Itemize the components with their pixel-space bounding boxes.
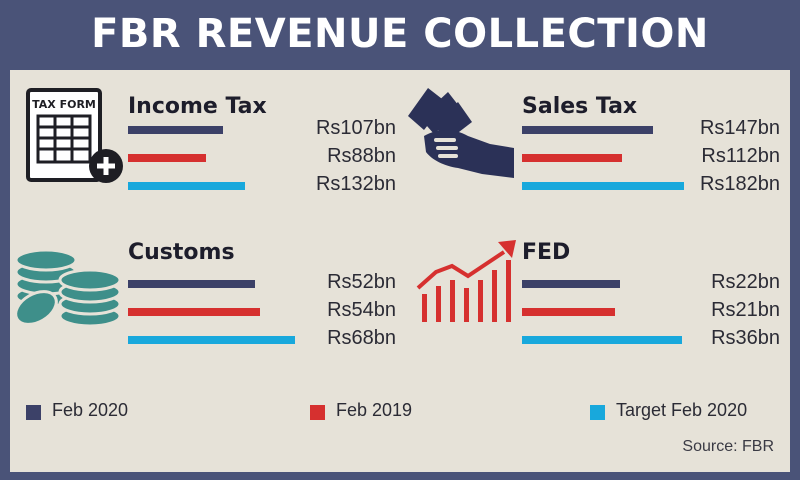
value-label-fed-target: Rs36bn [711,327,780,349]
value-label-fed-feb2019: Rs21bn [711,299,780,321]
chart-panel: TAX FORM [10,70,790,472]
bar-fed-target [522,336,683,344]
legend-label-feb2020: Feb 2020 [52,400,129,420]
coin-stack-icon [14,248,122,328]
value-label-income-tax-feb2020: Rs107bn [315,117,396,139]
category-title-fed: FED [522,240,571,265]
category-title-customs: Customs [128,240,235,265]
hand-cash-icon [408,88,514,178]
chart-title: FBR REVENUE COLLECTION [91,11,709,57]
value-label-sales-tax-feb2019: Rs112bn [701,145,780,167]
category-title-sales-tax: Sales Tax [522,94,638,119]
bar-fed-feb2020 [522,280,620,288]
value-label-customs-feb2020: Rs52bn [327,271,396,293]
bar-sales-tax-feb2019 [522,154,622,162]
bar-sales-tax-target [522,182,684,190]
value-label-fed-feb2020: Rs22bn [711,271,780,293]
bar-income-tax-feb2019 [128,154,207,162]
legend-swatch-target [590,405,605,420]
bar-customs-feb2020 [128,280,256,288]
value-label-income-tax-target: Rs132bn [315,173,396,195]
value-label-customs-target: Rs68bn [327,327,396,349]
bar-income-tax-feb2020 [128,126,224,134]
source-note: Source: FBR [682,438,774,455]
bar-customs-target [128,336,295,344]
value-label-sales-tax-feb2020: Rs147bn [699,117,780,139]
bar-income-tax-target [128,182,246,190]
value-label-income-tax-feb2019: Rs88bn [327,145,396,167]
legend-label-target: Target Feb 2020 [616,400,748,420]
legend-swatch-feb2019 [310,405,325,420]
legend-swatch-feb2020 [26,405,41,420]
tax-form-icon: TAX FORM [26,88,123,183]
value-label-customs-feb2019: Rs54bn [327,299,396,321]
value-label-sales-tax-target: Rs182bn [699,173,780,195]
bar-sales-tax-feb2020 [522,126,653,134]
bar-customs-feb2019 [128,308,261,316]
legend-label-feb2019: Feb 2019 [336,400,413,420]
category-title-income-tax: Income Tax [128,94,267,119]
bar-fed-feb2019 [522,308,616,316]
growth-chart-icon [416,240,516,322]
tax-form-label: TAX FORM [32,98,96,111]
